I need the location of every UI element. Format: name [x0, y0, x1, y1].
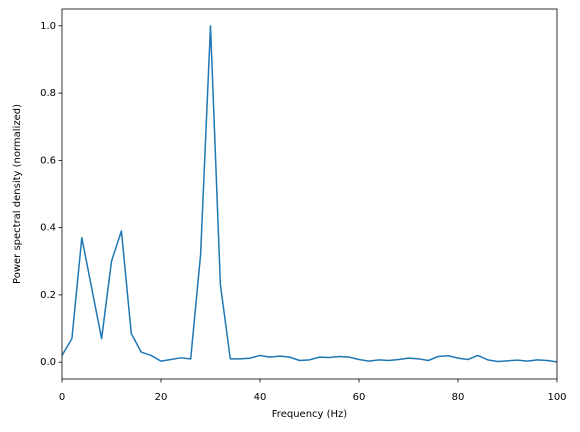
y-tick-label: 0.0: [40, 357, 56, 368]
y-tick-label: 0.2: [40, 290, 56, 301]
y-axis-label: Power spectral density (normalized): [12, 104, 23, 284]
line-series: [62, 25, 557, 363]
x-tick-label: 80: [452, 392, 465, 403]
x-tick-label: 40: [254, 392, 267, 403]
x-tick-label: 0: [59, 392, 65, 403]
y-tick-label: 1.0: [40, 21, 56, 32]
plot-frame: [61, 8, 558, 380]
y-tick-label: 0.4: [40, 223, 56, 234]
x-tick-label: 100: [547, 392, 566, 403]
x-tick-label: 20: [155, 392, 168, 403]
y-tick-label: 0.6: [40, 155, 56, 166]
x-axis-label: Frequency (Hz): [272, 409, 348, 420]
x-tick-label: 60: [353, 392, 366, 403]
y-tick-label: 0.8: [40, 88, 56, 99]
